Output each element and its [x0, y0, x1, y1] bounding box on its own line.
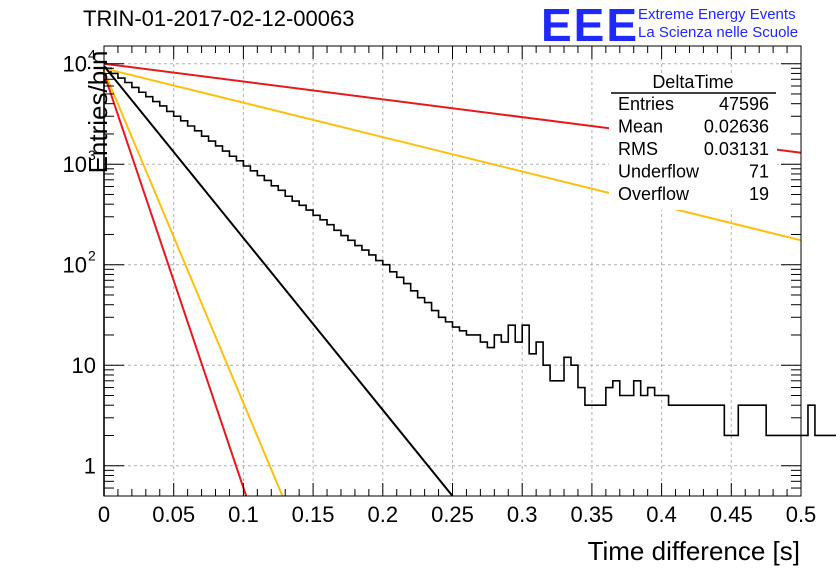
eee-logo: EEE: [541, 0, 640, 51]
x-axis-label: Time difference [s]: [588, 536, 800, 566]
stats-value: 0.02636: [704, 117, 769, 137]
stats-value: 47596: [719, 94, 769, 114]
stats-value: 71: [749, 162, 769, 182]
y-tick-exponent: 2: [88, 248, 96, 264]
x-tick-label: 0.4: [646, 502, 677, 527]
fit-line-4: [103, 70, 284, 497]
fit-line-3: [103, 65, 454, 497]
stats-value: 19: [749, 184, 769, 204]
stats-title: DeltaTime: [652, 72, 733, 92]
stats-label: Entries: [618, 94, 674, 114]
y-tick-label: 10: [72, 353, 96, 378]
logo-subtitle-line1: Extreme Energy Events: [638, 6, 796, 23]
x-tick-label: 0.2: [368, 502, 399, 527]
y-tick-label: 1: [84, 454, 96, 479]
y-tick-label: 10: [63, 52, 87, 77]
y-tick-exponent: 4: [88, 47, 96, 63]
page-title: TRIN-01-2017-02-12-00063: [83, 6, 355, 31]
histogram-series: [103, 67, 836, 496]
x-tick-label: 0.3: [507, 502, 538, 527]
stats-value: 0.03131: [704, 139, 769, 159]
fit-line-2: [103, 67, 802, 242]
x-tick-label: 0: [98, 502, 110, 527]
y-tick-label: 10: [63, 152, 87, 177]
fit-line-5: [103, 73, 248, 497]
x-tick-label: 0.25: [431, 502, 474, 527]
x-tick-label: 0.15: [292, 502, 335, 527]
x-tick-label: 0.5: [786, 502, 817, 527]
stats-box: [609, 73, 777, 210]
x-tick-label: 0.35: [570, 502, 613, 527]
y-tick-label: 10: [63, 253, 87, 278]
x-tick-label: 0.1: [228, 502, 259, 527]
x-tick-label: 0.05: [152, 502, 195, 527]
x-tick-label: 0.45: [710, 502, 753, 527]
stats-label: RMS: [618, 139, 658, 159]
y-axis-label: Entries/bin: [83, 51, 113, 174]
y-tick-exponent: 3: [88, 147, 96, 163]
logo-subtitle-line2: La Scienza nelle Scuole: [638, 24, 799, 41]
stats-label: Overflow: [618, 184, 690, 204]
stats-label: Mean: [618, 117, 663, 137]
stats-label: Underflow: [618, 162, 700, 182]
